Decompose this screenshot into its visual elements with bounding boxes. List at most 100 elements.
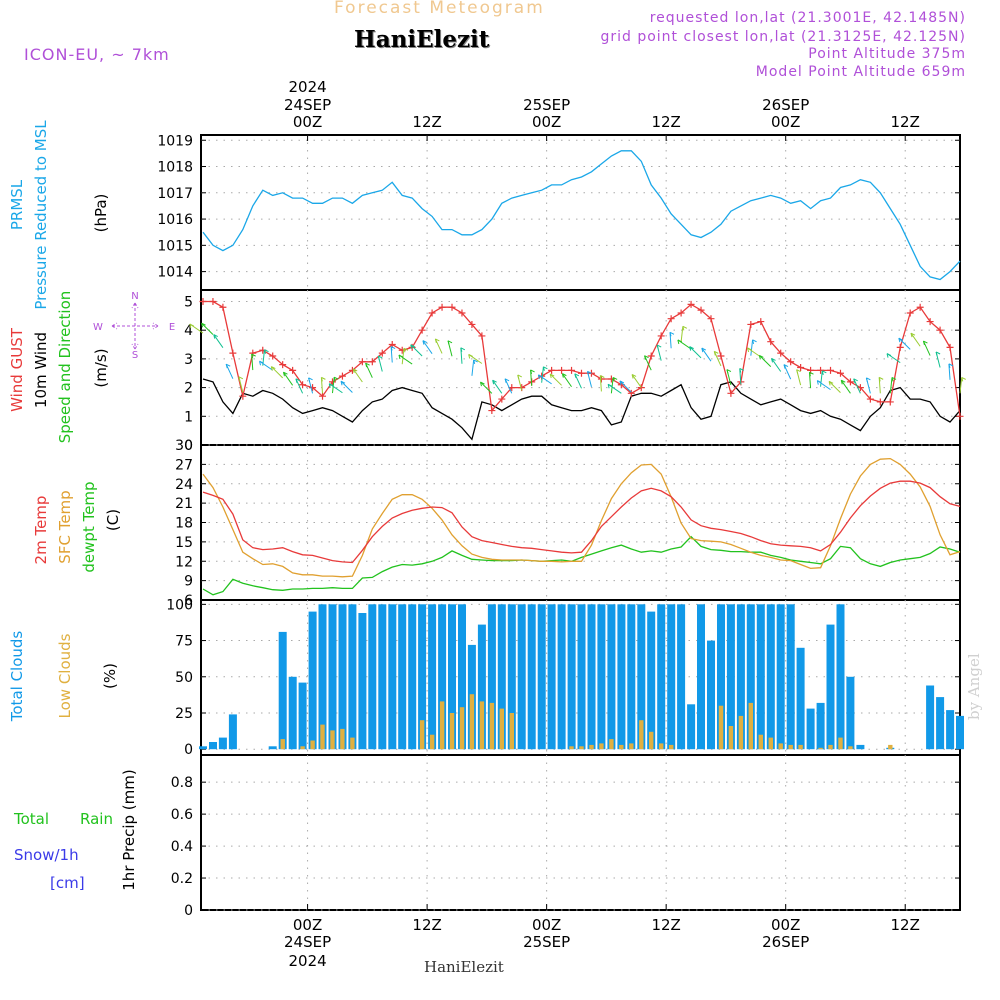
wind-arrow-head [689, 346, 694, 351]
gust-marker [657, 332, 665, 340]
low-clouds-bar [509, 713, 514, 750]
total-clouds-bar [517, 604, 526, 750]
total-clouds-bar [657, 604, 666, 750]
gust-marker [568, 366, 576, 374]
low-clouds-bar [798, 744, 803, 750]
wind-arrow-head [898, 337, 904, 343]
low-clouds-bar [280, 739, 285, 750]
total-clouds-bar [956, 715, 964, 750]
low-clouds-bar [659, 743, 664, 750]
top-hour-label-0: 00Z [293, 113, 322, 131]
wind-arrow-head [739, 368, 744, 373]
wind-arrow-head [542, 366, 548, 371]
gust-marker [946, 343, 954, 351]
pressure-ytick-label-3: 1017 [157, 186, 193, 202]
wind-arrow-head [340, 380, 346, 386]
bottom-day-label-1: 25SEP [523, 933, 570, 951]
gridpoint-coords: grid point closest lon,lat (21.3125E, 42… [600, 29, 966, 45]
precip-ytick-label-3: 0.6 [171, 807, 193, 823]
total-clouds-bar [597, 604, 606, 750]
gust-marker [637, 384, 645, 392]
low-clouds-bar [459, 707, 465, 750]
precip-title-total: Total [13, 810, 49, 828]
gust-marker [428, 309, 436, 317]
low-clouds-bar [300, 746, 305, 750]
top-day-label-0: 24SEP [284, 96, 331, 114]
low-clouds-bar [619, 744, 624, 750]
gust-marker [199, 297, 207, 305]
temperature-ytick-label-0: 6 [184, 593, 193, 609]
pressure-title-1: PRMSL [8, 179, 26, 230]
wind-arrow-head [549, 373, 555, 379]
low-clouds-bar [649, 731, 654, 750]
total-clouds-bar [228, 714, 237, 750]
top-year-label: 2024 [288, 78, 326, 96]
total-clouds-bar [846, 676, 855, 750]
gust-marker [498, 395, 506, 403]
wind-arrow-head [796, 369, 801, 374]
total-clouds-bar [547, 604, 556, 750]
low-clouds-bar [818, 747, 823, 750]
low-clouds-bar [609, 739, 614, 750]
requested-coords: requested lon,lat (21.3001E, 42.1485N) [649, 10, 966, 26]
total-clouds-bar [856, 744, 865, 750]
wind-direction-arrow [610, 377, 614, 394]
wind-arrow-head [264, 349, 269, 354]
wind-direction-arrow [619, 380, 632, 393]
total-clouds-bar [677, 604, 686, 750]
total-clouds-bar [736, 604, 745, 750]
wind-direction-arrow [631, 374, 642, 388]
wind-arrow-head [758, 354, 764, 360]
total-clouds-bar [637, 604, 646, 750]
total-clouds-bar [826, 624, 835, 750]
wind-arrow-head [468, 353, 473, 359]
temperature-ytick-label-4: 18 [175, 516, 193, 532]
gust-marker [438, 303, 446, 311]
pressure-ytick-label-0: 1014 [157, 265, 193, 281]
wind-arrow-head [865, 377, 871, 382]
total-clouds-bar [926, 685, 935, 750]
bottom-hour-label-1: 12Z [412, 916, 441, 934]
gust-marker [558, 366, 566, 374]
wind-arrow-head [537, 374, 543, 379]
gust-marker [299, 381, 307, 389]
gust-marker [448, 303, 456, 311]
low-clouds-bar [599, 743, 604, 750]
wind-arrow-head [295, 378, 301, 383]
gust-marker [548, 366, 556, 374]
wind-arrow-head [410, 344, 415, 349]
total-clouds-bar [726, 604, 735, 750]
pressure-line [202, 150, 961, 281]
low-clouds-bar [429, 734, 435, 750]
gust-marker [269, 352, 277, 360]
precip-ytick-label-2: 0.4 [171, 839, 193, 855]
total-clouds-bar [806, 708, 815, 750]
temperature-ytick-label-3: 15 [175, 535, 193, 551]
low-clouds-bar [639, 720, 644, 750]
gust-marker [836, 369, 844, 377]
wind-direction-arrow [771, 358, 782, 372]
wind-direction-arrow [352, 368, 363, 383]
gust-marker [478, 332, 486, 340]
wind-arrow-head [612, 376, 618, 382]
low-clouds-bar [738, 715, 744, 750]
gust-marker [328, 378, 336, 386]
sfc-temp-line [202, 457, 961, 578]
total-clouds-bar [338, 604, 347, 750]
gust-marker [846, 378, 854, 386]
pressure-title-2: Pressure Reduced to MSL [32, 120, 50, 310]
total-clouds-bar [218, 737, 227, 750]
gust-marker [727, 389, 735, 397]
total-clouds-bar [647, 611, 656, 750]
gust-marker [876, 398, 884, 406]
compass-e: E [169, 322, 175, 333]
gust-marker [239, 392, 247, 400]
temperature-ytick-label-5: 21 [175, 496, 193, 512]
wind-arrow-head [656, 344, 662, 350]
low-clouds-bar [419, 720, 425, 750]
low-clouds-bar [499, 708, 504, 750]
gust-marker [368, 358, 376, 366]
wind-arrow-head [282, 371, 288, 377]
precip-ytick-label-0: 0 [184, 903, 193, 919]
gust-marker [468, 320, 476, 328]
